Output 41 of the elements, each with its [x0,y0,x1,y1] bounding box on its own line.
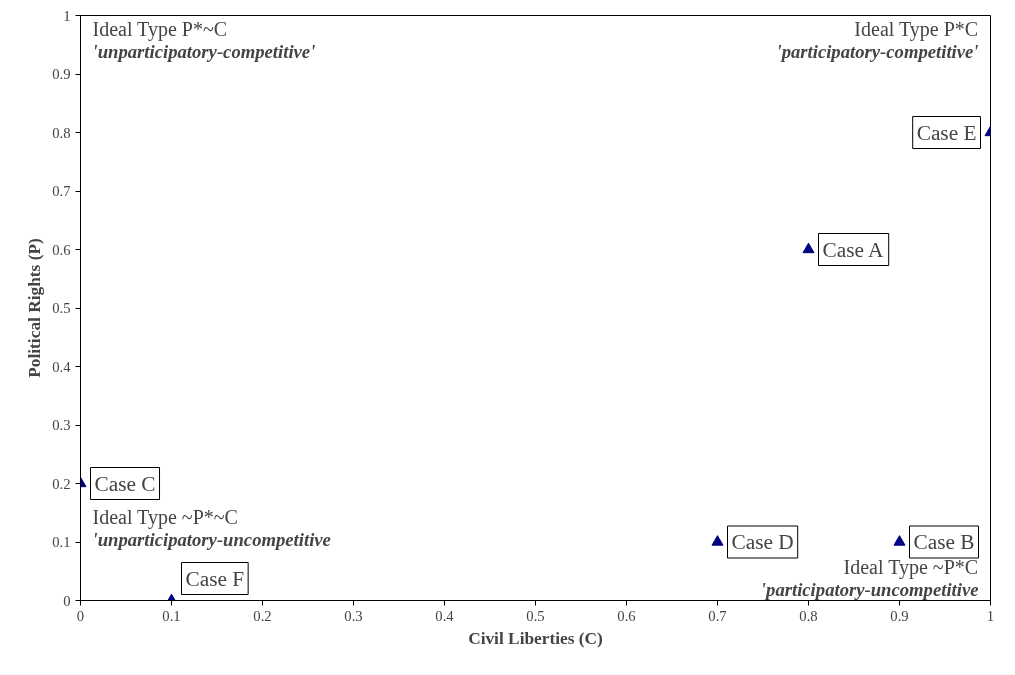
x-tick-label: 0.2 [253,607,272,624]
point [893,535,906,546]
annotation: 'unparticipatory-uncompetitive [92,528,331,550]
annotation: Ideal Type P*~C [92,17,228,41]
annotation: Case D [731,530,794,554]
x-tick-label: 0.8 [799,607,818,624]
point [711,535,724,546]
x-tick-label: 0 [76,607,85,624]
y-tick-label: 1 [63,7,71,24]
annotation: 'unparticipatory-competitive' [92,40,316,62]
x-tick-label: 1 [986,607,995,624]
y-tick-label: 0.8 [52,124,71,141]
x-tick-label: 0.9 [890,607,909,624]
annotation: Case F [185,566,245,591]
x-tick-label: 0.7 [708,607,727,624]
annotation: 'participatory-uncompetitive [760,578,979,600]
y-tick-label: 0.1 [52,534,71,550]
x-tick-label: 0.3 [344,607,363,624]
y-tick-label: 0.3 [52,417,71,433]
annotation: Case A [822,237,885,262]
y-tick-label: 0.9 [52,66,71,82]
x-tick-label: 0.5 [526,607,545,624]
annotation: Case B [913,530,975,554]
y-tick-label: 0.5 [52,300,71,316]
point [802,242,815,254]
y-tick-label: 0 [63,592,71,609]
y-tick-label: 0.4 [52,358,72,375]
annotation: Ideal Type ~P*C [843,555,979,579]
x-tick-label: 0.6 [617,607,636,624]
annotation: 'participatory-competitive' [776,40,979,62]
annotation: Ideal Type ~P*~C [92,505,238,529]
x-axis-title: Civil Liberties (C) [468,628,604,648]
annotation: Case C [94,471,156,496]
annotation: Ideal Type P*C [854,17,979,41]
y-tick-label: 0.7 [52,183,71,199]
y-tick-label: 0.2 [52,475,71,492]
y-tick-label: 0.6 [52,241,71,258]
annotation: Case E [916,120,977,145]
x-tick-label: 0.1 [162,607,181,624]
x-tick-label: 0.4 [435,607,455,624]
y-axis-title: Political Rights (P) [25,237,45,378]
